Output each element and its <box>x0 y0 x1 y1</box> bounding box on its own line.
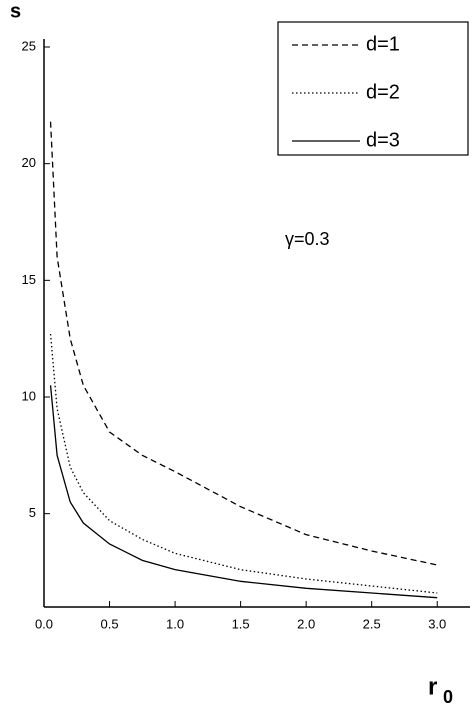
y-tick-label: 5 <box>29 505 36 520</box>
legend-label: d=3 <box>366 129 400 151</box>
y-tick-label: 10 <box>22 388 36 403</box>
y-tick-label: 20 <box>22 155 36 170</box>
x-tick-label: 3.0 <box>428 616 446 631</box>
x-tick-label: 0.5 <box>100 616 118 631</box>
x-tick-label: 1.5 <box>232 616 250 631</box>
series-line <box>49 333 438 594</box>
x-tick-label: 0.0 <box>35 616 53 631</box>
series-line <box>49 121 438 566</box>
y-tick-label: 15 <box>22 272 36 287</box>
legend-label: d=2 <box>366 81 400 103</box>
legend-box <box>277 21 469 156</box>
legend-label: d=1 <box>366 33 400 55</box>
x-tick-label: 1.0 <box>166 616 184 631</box>
x-tick-label: 2.0 <box>297 616 315 631</box>
y-tick-label: 25 <box>22 38 36 53</box>
annotation: γ=0.3 <box>285 229 330 249</box>
x-axis-label-subscript: 0 <box>443 687 453 707</box>
series-line <box>49 385 438 599</box>
y-axis-label: s <box>10 0 21 22</box>
x-tick-label: 2.5 <box>363 616 381 631</box>
x-axis-label: r <box>428 673 437 700</box>
